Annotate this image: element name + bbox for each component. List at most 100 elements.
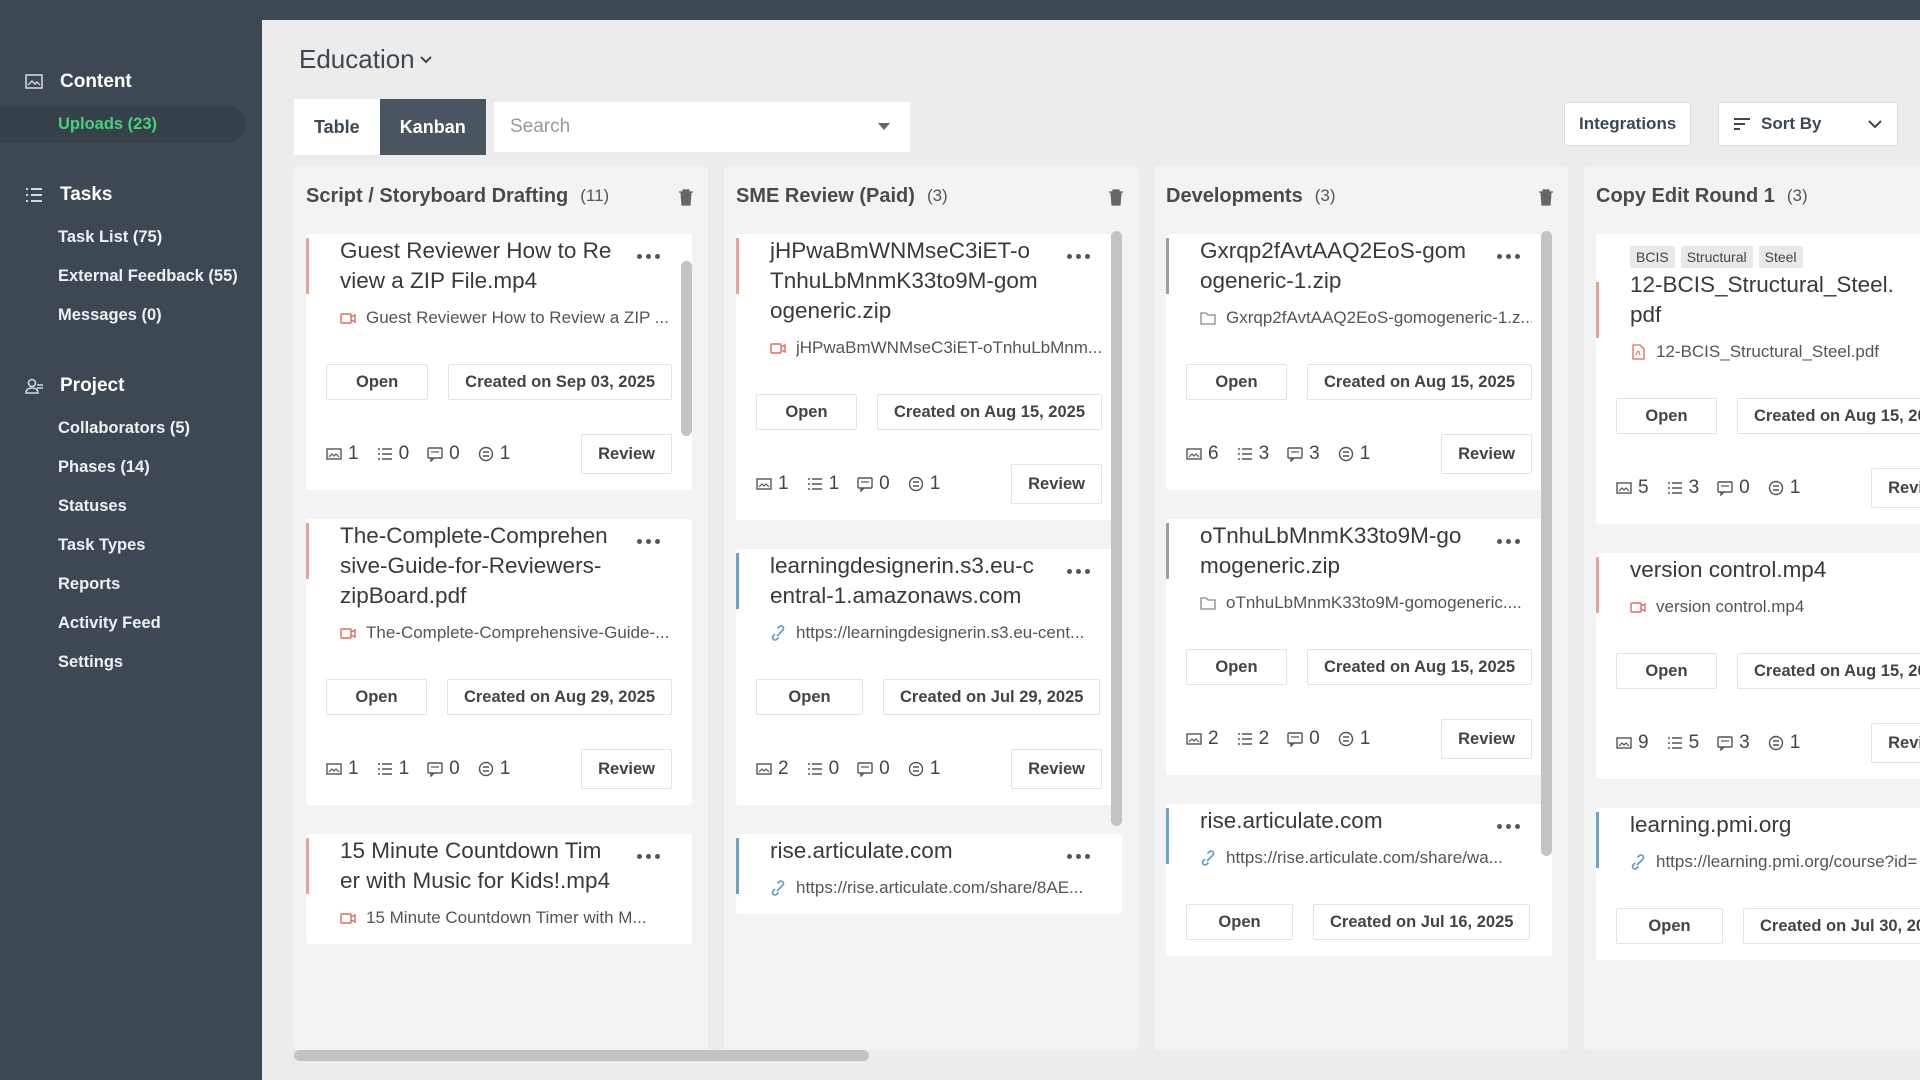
task-card[interactable]: rise.articulate.com https://rise.articula… bbox=[736, 834, 1122, 914]
task-card[interactable]: Guest Reviewer How to Review a ZIP File.… bbox=[306, 234, 692, 490]
vertical-scrollbar[interactable] bbox=[1111, 231, 1122, 826]
sort-button[interactable]: Sort By bbox=[1718, 102, 1898, 146]
task-card[interactable]: 15 Minute Countdown Timer with Music for… bbox=[306, 834, 692, 944]
review-button[interactable]: Review bbox=[1441, 719, 1532, 759]
stat-icon bbox=[908, 761, 923, 777]
review-button[interactable]: Review bbox=[581, 749, 672, 789]
task-card[interactable]: learningdesignerin.s3.eu-central-1.amazo… bbox=[736, 549, 1122, 805]
card-accent bbox=[736, 838, 739, 894]
card-menu[interactable] bbox=[1497, 254, 1520, 259]
nav-item[interactable]: External Feedback (55) bbox=[58, 267, 238, 285]
stat: 9 bbox=[1616, 732, 1649, 754]
nav-item[interactable]: Messages (0) bbox=[58, 306, 162, 324]
open-button[interactable]: Open bbox=[756, 679, 863, 715]
stat-count: 1 bbox=[1359, 728, 1371, 749]
stat: 1 bbox=[908, 758, 940, 780]
menu-dot bbox=[637, 854, 642, 859]
card-stats: 1 1 0 1 Review bbox=[756, 464, 1102, 504]
stat-icon bbox=[1768, 480, 1783, 496]
created-date[interactable]: Created on Aug 15, 2025 bbox=[1306, 364, 1532, 400]
delete-icon[interactable] bbox=[1108, 188, 1124, 206]
nav-item[interactable]: Collaborators (5) bbox=[58, 419, 191, 437]
task-card[interactable]: Gxrqp2fAvtAAQ2EoS-gomogeneric-1.zip Gxrqp… bbox=[1166, 234, 1552, 490]
nav-item[interactable]: Task Types bbox=[58, 536, 146, 554]
task-card[interactable]: version control.mp4 version control.mp4 Op… bbox=[1596, 553, 1920, 779]
card-menu[interactable] bbox=[1067, 254, 1090, 259]
task-card[interactable]: learning.pmi.org https://learning.pmi.org… bbox=[1596, 808, 1920, 960]
task-card[interactable]: jHPwaBmWNMseC3iET-oTnhuLbMnmK33to9M-gomo… bbox=[736, 234, 1122, 520]
nav-item[interactable]: Phases (14) bbox=[58, 458, 150, 476]
file-icon bbox=[770, 343, 786, 354]
nav-item[interactable]: Activity Feed bbox=[58, 614, 161, 632]
review-button[interactable]: Review bbox=[1011, 749, 1102, 789]
integrations-button[interactable]: Integrations bbox=[1564, 102, 1692, 146]
card-menu[interactable] bbox=[637, 539, 660, 544]
nav-item[interactable]: Reports bbox=[58, 575, 121, 593]
delete-icon[interactable] bbox=[678, 188, 694, 206]
card-menu[interactable] bbox=[1067, 854, 1090, 859]
review-button[interactable]: Review bbox=[1871, 723, 1920, 763]
created-date[interactable]: Created on Aug 15, 2025 bbox=[876, 394, 1102, 430]
review-button[interactable]: Review bbox=[1871, 468, 1920, 508]
file-row: 12-BCIS_Structural_Steel.pdf bbox=[1630, 342, 1920, 362]
open-button[interactable]: Open bbox=[1616, 398, 1717, 434]
card-title: learningdesignerin.s3.eu-central-1.amazo… bbox=[770, 553, 1034, 608]
card-title: oTnhuLbMnmK33to9M-gomogeneric.zip bbox=[1200, 523, 1462, 578]
open-button[interactable]: Open bbox=[1186, 649, 1287, 685]
stat-count: 3 bbox=[1739, 732, 1750, 753]
menu-dot bbox=[1067, 254, 1072, 259]
open-button[interactable]: Open bbox=[326, 679, 427, 715]
open-button[interactable]: Open bbox=[1616, 653, 1717, 689]
review-button[interactable]: Review bbox=[581, 434, 672, 474]
card-stats: 2 0 0 1 Review bbox=[756, 749, 1102, 789]
stat: 1 bbox=[1338, 728, 1371, 750]
card-accent bbox=[1166, 238, 1169, 294]
nav-item[interactable]: Uploads (23) bbox=[0, 106, 246, 143]
created-date[interactable]: Created on Sep 03, 2025 bbox=[448, 364, 672, 400]
menu-dot bbox=[655, 539, 660, 544]
created-date[interactable]: Created on Jul 30, 2025 bbox=[1743, 908, 1920, 944]
stat-icon bbox=[1186, 733, 1202, 745]
card-menu[interactable] bbox=[1067, 569, 1090, 574]
delete-icon[interactable] bbox=[1538, 188, 1554, 206]
card-title-row: oTnhuLbMnmK33to9M-gomogeneric.zip bbox=[1200, 519, 1532, 581]
created-date[interactable]: Created on Aug 15, 2025 bbox=[1736, 398, 1920, 434]
menu-dot bbox=[1515, 254, 1520, 259]
task-card[interactable]: rise.articulate.com https://rise.articula… bbox=[1166, 804, 1552, 956]
nav-item[interactable]: Settings bbox=[58, 653, 124, 671]
menu-dot bbox=[1497, 539, 1502, 544]
horizontal-scrollbar[interactable] bbox=[294, 1050, 869, 1061]
project-title[interactable]: Education bbox=[299, 44, 437, 75]
tab[interactable]: Kanban bbox=[379, 99, 486, 155]
menu-dot bbox=[1497, 824, 1502, 829]
created-date[interactable]: Created on Jul 16, 2025 bbox=[1313, 904, 1531, 940]
created-date[interactable]: Created on Jul 29, 2025 bbox=[883, 679, 1101, 715]
search-box[interactable]: Search bbox=[494, 102, 910, 152]
open-button[interactable]: Open bbox=[1186, 364, 1287, 400]
review-button[interactable]: Review bbox=[1011, 464, 1102, 504]
open-button[interactable]: Open bbox=[756, 394, 857, 430]
review-button[interactable]: Review bbox=[1441, 434, 1532, 474]
card-menu[interactable] bbox=[1497, 539, 1520, 544]
card-menu[interactable] bbox=[637, 254, 660, 259]
sidebar: Content Uploads (23) Tasks Task List (75) Ex… bbox=[0, 0, 262, 1080]
nav-item[interactable]: Statuses bbox=[58, 497, 127, 515]
open-button[interactable]: Open bbox=[326, 364, 429, 400]
open-button[interactable]: Open bbox=[1616, 908, 1723, 944]
vertical-scrollbar[interactable] bbox=[1541, 231, 1552, 856]
tab[interactable]: Table bbox=[294, 99, 380, 155]
card-menu[interactable] bbox=[637, 854, 660, 859]
nav-item[interactable]: Task List (75) bbox=[58, 228, 163, 246]
open-button[interactable]: Open bbox=[1186, 904, 1293, 940]
created-date[interactable]: Created on Aug 29, 2025 bbox=[446, 679, 672, 715]
stat-icon bbox=[857, 762, 873, 777]
created-date[interactable]: Created on Aug 15, 2025 bbox=[1306, 649, 1532, 685]
task-card[interactable]: BCIS Structural Steel 12-BCIS_Structural_St… bbox=[1596, 234, 1920, 524]
menu-dot bbox=[637, 254, 642, 259]
task-card[interactable]: oTnhuLbMnmK33to9M-gomogeneric.zip oTnhuLb… bbox=[1166, 519, 1552, 775]
created-date[interactable]: Created on Aug 15, 2025 bbox=[1736, 653, 1920, 689]
vertical-scrollbar[interactable] bbox=[681, 261, 692, 436]
card-menu[interactable] bbox=[1497, 824, 1520, 829]
task-card[interactable]: The-Complete-Comprehensive-Guide-for-Rev… bbox=[306, 519, 692, 805]
tag: Steel bbox=[1758, 246, 1803, 268]
